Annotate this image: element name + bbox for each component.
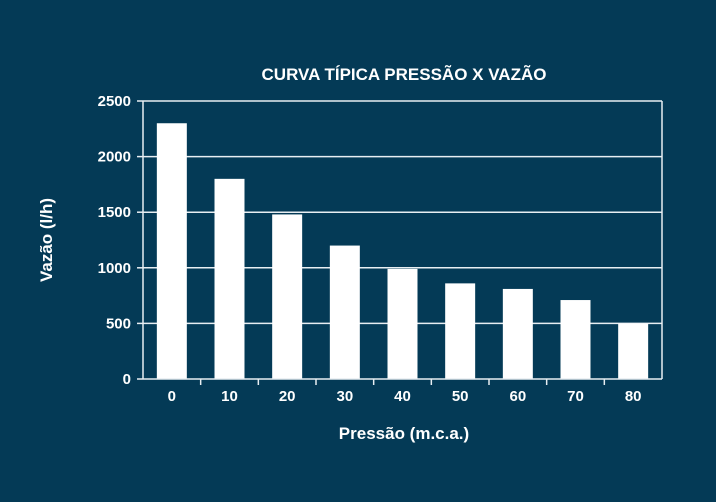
x-ticks: 0 10 20 30 40 50 60 70 80	[168, 379, 642, 405]
y-tick-label: 2000	[98, 149, 131, 166]
x-tick-label: 20	[279, 388, 296, 405]
x-tick-label: 0	[168, 388, 176, 405]
bar	[387, 268, 418, 379]
x-tick-label: 80	[625, 388, 642, 405]
bar	[214, 178, 245, 379]
y-tick-label: 0	[123, 371, 131, 388]
y-tick-label: 1000	[98, 260, 131, 277]
bar	[618, 323, 649, 379]
bars	[156, 123, 649, 380]
bar	[502, 288, 533, 379]
x-axis-label: Pressão (m.c.a.)	[339, 424, 469, 443]
x-tick-label: 70	[567, 388, 584, 405]
y-axis-label: Vazão (l/h)	[37, 198, 56, 282]
x-tick-label: 60	[509, 388, 526, 405]
y-tick-label: 500	[106, 315, 131, 332]
axes	[142, 101, 663, 380]
bar	[329, 245, 360, 379]
bar	[156, 123, 187, 380]
y-tick-label: 2500	[98, 93, 131, 110]
y-ticks: 0 500 1000 1500 2000 2500	[98, 93, 143, 388]
x-tick-label: 40	[394, 388, 411, 405]
bar	[272, 214, 303, 379]
y-tick-label: 1500	[98, 204, 131, 221]
x-tick-label: 50	[452, 388, 469, 405]
bar	[445, 283, 476, 379]
x-tick-label: 10	[221, 388, 238, 405]
chart-title: CURVA TÍPICA PRESSÃO X VAZÃO	[262, 64, 547, 84]
x-tick-label: 30	[336, 388, 353, 405]
bar	[560, 300, 591, 379]
